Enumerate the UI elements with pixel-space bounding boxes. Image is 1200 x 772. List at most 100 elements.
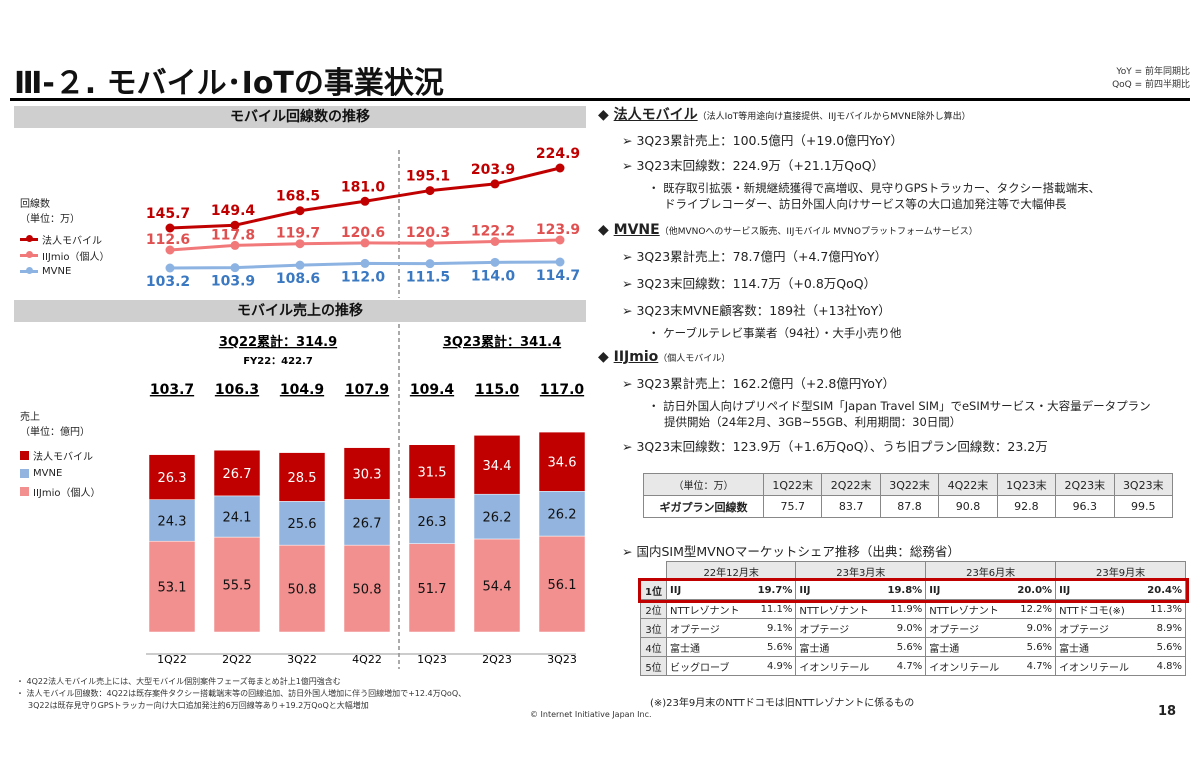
revenue-bar-segment xyxy=(213,536,261,633)
line-point xyxy=(230,220,240,230)
line-point xyxy=(425,186,435,196)
revenue-total-label: 103.7 xyxy=(150,382,194,398)
share-company: IIJ xyxy=(666,580,751,600)
page-number: 18 xyxy=(1158,704,1177,719)
line-point xyxy=(490,179,500,189)
title-rule xyxy=(10,98,1190,101)
revenue-segment-label: 31.5 xyxy=(418,466,447,481)
lines-legend-label: MVNE xyxy=(42,265,72,277)
revenue-bar-segment xyxy=(278,544,326,633)
share-row: 5位 ビッグローブ 4.9% イオンリテール 4.7% イオンリテール 4.7% イオンリテー… xyxy=(640,656,1186,676)
revenue-bar-segment xyxy=(538,431,586,492)
giga-header-cell: 4Q22末 xyxy=(938,473,998,496)
share-value: 4.7% xyxy=(880,656,927,676)
copyright: © Internet Initiative Japan Inc. xyxy=(530,710,652,719)
revenue-x-tick: 1Q22 xyxy=(157,653,187,666)
share-table: 22年12月末 23年3月末 23年6月末 23年9月末 1位 IIJ 19.7% IIJ 19… xyxy=(637,561,1189,676)
line-data-label: 122.2 xyxy=(471,224,515,240)
line-point xyxy=(555,235,565,245)
revenue-bar-segment xyxy=(343,499,391,546)
lines-legend-label: 法人モバイル xyxy=(42,235,102,247)
giga-header-cell: （単位：万） xyxy=(643,473,764,496)
share-value: 8.9% xyxy=(1139,618,1186,638)
giga-header-cell: 1Q22末 xyxy=(762,473,823,496)
share-company: オプテージ xyxy=(795,618,881,638)
revenue-segment-label: 24.3 xyxy=(158,514,187,529)
share-value: 19.8% xyxy=(880,580,927,600)
share-title: ➢ 国内SIM型MVNOマーケットシェア推移（出典：総務省） xyxy=(622,544,960,559)
share-period-header: 22年12月末 xyxy=(665,561,797,581)
revenue-segment-label: 50.8 xyxy=(288,583,317,598)
revenue-segment-label: 30.3 xyxy=(353,468,382,483)
revenue-bar-segment xyxy=(473,493,521,540)
legend-swatch-icon xyxy=(20,486,29,496)
share-value: 20.0% xyxy=(1010,580,1057,600)
share-row: 1位 IIJ 19.7% IIJ 19.8% IIJ 20.0% IIJ 20.4% xyxy=(637,577,1189,603)
revenue-bar-segment xyxy=(343,544,391,633)
giga-cell: 87.8 xyxy=(879,495,940,518)
revenue-legend-title: 売上 xyxy=(20,412,40,423)
revenue-bar-segment xyxy=(148,454,196,500)
line-data-label: 108.6 xyxy=(276,271,320,287)
revenue-bar-segment xyxy=(278,452,326,502)
iijmio-item-1: ➢ 3Q23累計売上：162.2億円（+2.8億円YoY） xyxy=(622,376,896,391)
corp-note: （法人IoT等用途向け直接提供、IIJモバイルからMVNE除外し算出） xyxy=(697,112,971,122)
line-point xyxy=(360,238,370,248)
revenue-segment-label: 26.7 xyxy=(223,467,252,482)
iijmio-note: （個人モバイル） xyxy=(658,354,731,364)
line-point xyxy=(295,239,305,249)
share-header-row: 22年12月末 23年3月末 23年6月末 23年9月末 xyxy=(641,561,1186,581)
revenue-bar-segment xyxy=(148,540,196,633)
mvne-item-2: ➢ 3Q23末回線数：114.7万（+0.8万QoQ） xyxy=(622,276,877,291)
line-point xyxy=(360,196,370,206)
share-company: NTTレゾナント xyxy=(925,599,1011,619)
line-data-label: 120.6 xyxy=(341,225,385,241)
revenue-legend-item: IIJmio（個人） xyxy=(20,482,140,500)
revenue-legend-item: 法人モバイル xyxy=(20,446,140,464)
revenue-bar-segment xyxy=(213,449,261,497)
revenue-x-tick: 4Q22 xyxy=(352,653,382,666)
legend-swatch-icon xyxy=(20,468,29,478)
share-company: NTTレゾナント xyxy=(666,599,751,619)
line-data-label: 117.8 xyxy=(211,227,255,243)
giga-header-cell: 3Q23末 xyxy=(1113,473,1174,496)
revenue-bar-segment xyxy=(343,447,391,500)
share-company: ビッグローブ xyxy=(666,656,751,676)
revenue-segment-label: 26.3 xyxy=(158,471,187,486)
line-data-label: 103.2 xyxy=(146,274,190,290)
iijmio-sub: ・ 訪日外国人向けプリペイド型SIM「Japan Travel SIM」でeSI… xyxy=(648,398,1190,430)
fy22-label: FY22：422.7 xyxy=(243,356,313,367)
share-company: イオンリテール xyxy=(925,656,1011,676)
revenue-segment-label: 25.6 xyxy=(288,517,317,532)
share-value: 11.3% xyxy=(1139,599,1186,619)
line-point xyxy=(165,223,175,233)
line-point xyxy=(360,258,370,268)
revenue-legend: 売上 （単位：億円） 法人モバイル MVNE IIJmio（個人） xyxy=(20,408,140,500)
share-footnote: (※)23年9月末のNTTドコモは旧NTTレゾナントに係るもの xyxy=(650,698,915,709)
corp-sub-1: 既存取引拡張・新規継続獲得で高増収、見守りGPSトラッカー、タクシー搭載端末、 xyxy=(663,181,1101,195)
revenue-x-tick: 1Q23 xyxy=(417,653,447,666)
revenue-total-label: 109.4 xyxy=(410,382,455,398)
share-company: オプテージ xyxy=(1055,618,1140,638)
mvne-note: （他MVNOへのサービス販売、IIJモバイル MVNOプラットフォームサービス） xyxy=(659,227,978,237)
revenue-x-tick: 2Q22 xyxy=(222,653,252,666)
giga-table-header: （単位：万） 1Q22末 2Q22末 3Q22末 4Q22末 1Q23末 2Q23末 3Q23… xyxy=(643,473,1174,496)
iijmio-sub-2: 提供開始（24年2月、3GB~55GB、利用期間：30日間） xyxy=(664,415,962,429)
giga-table-row: ギガプラン回線数 75.7 83.7 87.8 90.8 92.8 96.3 99.5 xyxy=(643,495,1174,518)
line-data-label: 111.5 xyxy=(406,270,450,286)
share-value: 4.7% xyxy=(1010,656,1057,676)
line-data-label: 168.5 xyxy=(276,189,320,205)
share-rank: 1位 xyxy=(640,580,667,600)
line-data-label: 112.6 xyxy=(146,232,190,248)
mvne-sub: ・ ケーブルテレビ事業者（94社）・大手小売り他 xyxy=(648,326,902,340)
revenue-total-label: 117.0 xyxy=(540,382,585,398)
revenue-bar-segment xyxy=(148,499,196,542)
revenue-segment-label: 26.2 xyxy=(548,508,577,523)
revenue-segment-label: 50.8 xyxy=(353,583,382,598)
share-company: 富士通 xyxy=(1055,637,1140,657)
revenue-x-tick: 3Q22 xyxy=(287,653,317,666)
mvne-item-2-text: 3Q23末回線数：114.7万（+0.8万QoQ） xyxy=(636,276,877,291)
share-value: 4.9% xyxy=(750,656,797,676)
corp-item-2: ➢ 3Q23末回線数：224.9万（+21.1万QoQ） xyxy=(622,158,885,173)
abbrev-note: YoY = 前年同期比 QoQ = 前四半期比 xyxy=(1070,66,1190,92)
